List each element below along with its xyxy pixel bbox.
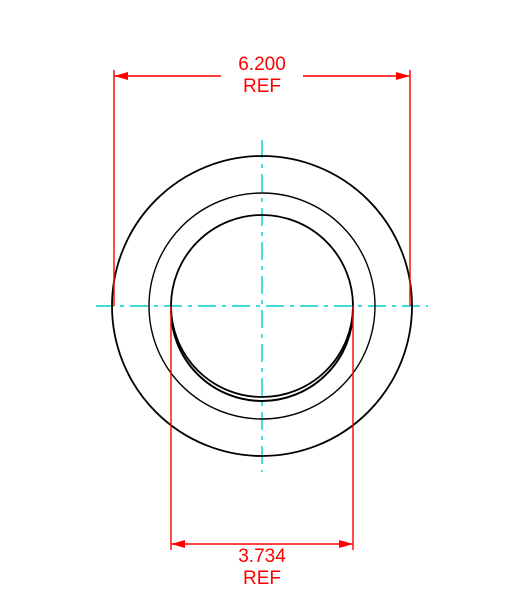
dim-bot-ref: REF (243, 568, 281, 589)
dim-top-ref: REF (243, 76, 281, 97)
engineering-drawing: 6.200 REF 3.734 REF (0, 0, 524, 612)
dim-top-arrow-right (396, 72, 410, 80)
dim-top-value: 6.200 (238, 54, 286, 75)
dim-bot-arrow-right (339, 540, 353, 548)
centerlines (96, 140, 428, 472)
dim-bot-arrow-left (171, 540, 185, 548)
dim-top-arrow-left (114, 72, 128, 80)
dim-bot-value: 3.734 (238, 546, 286, 567)
